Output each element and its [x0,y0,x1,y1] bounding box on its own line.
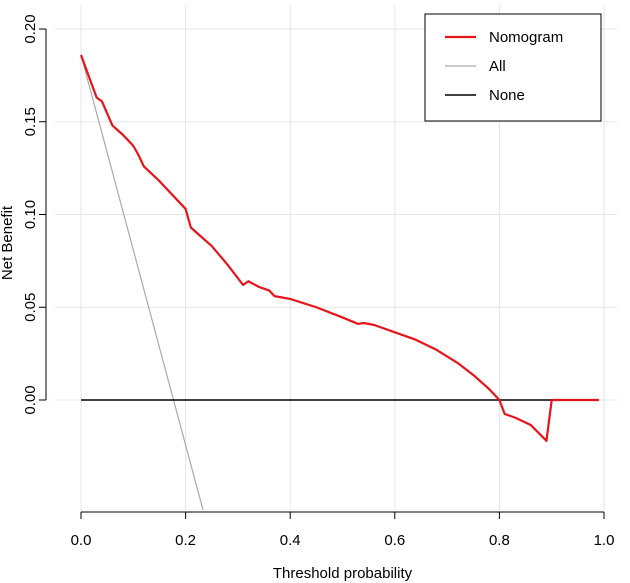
x-tick-label: 0.8 [489,532,510,549]
legend-label-nomogram: Nomogram [489,29,563,46]
legend-box [424,13,602,122]
y-axis-title: Net Benefit [0,205,16,280]
y-tick-label: 0.05 [22,293,39,322]
series-line-all [80,54,204,510]
legend-label-none: None [489,87,525,104]
y-tick-label: 0.20 [22,14,39,43]
legend: Nomogram All None [424,13,602,122]
legend-label-all: All [489,58,506,75]
axes: 0.0 0.2 0.4 0.6 0.8 1.0 0.00 0.05 0.10 0.15 0.20 Th… [0,14,614,582]
y-tick-label: 0.00 [22,385,39,414]
x-axis-title: Threshold probability [273,565,413,582]
series-line-nomogram [79,54,599,442]
x-tick-label: 0.4 [280,532,301,549]
x-tick-label: 0.6 [384,532,405,549]
x-tick-label: 0.0 [71,532,92,549]
x-tick-label: 1.0 [594,532,615,549]
series-lines [79,54,599,510]
y-tick-label: 0.15 [22,107,39,136]
x-tick-label: 0.2 [175,532,196,549]
y-tick-label: 0.10 [22,200,39,229]
